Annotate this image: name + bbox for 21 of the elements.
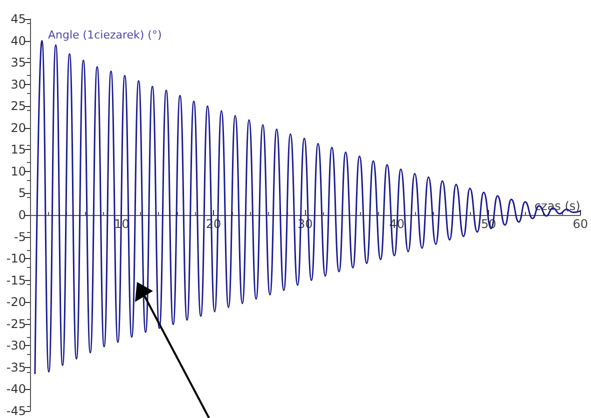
y-tick-label: -30 [6, 338, 26, 353]
y-tick-label: 30 [10, 77, 26, 92]
y-tick-label: -15 [6, 273, 26, 288]
y-tick-label: 10 [10, 164, 26, 178]
y-tick-label: -45 [6, 404, 26, 418]
y-tick-label: 15 [10, 142, 26, 157]
y-tick-label: 0 [18, 208, 26, 222]
y-tick-label: -10 [6, 252, 26, 266]
y-tick-label: 45 [10, 12, 26, 26]
y-axis-title: Angle (1ciezarek) (°) [48, 28, 162, 42]
x-tick-label: 60 [572, 217, 588, 231]
y-tick-label: -25 [6, 316, 26, 331]
y-tick-label: -5 [14, 230, 26, 244]
y-tick-label: 20 [10, 120, 26, 135]
y-tick-label: 40 [10, 34, 26, 48]
y-tick-label: 35 [10, 56, 26, 70]
y-tick-label: -40 [6, 382, 26, 396]
y-tick-label: -20 [6, 295, 26, 310]
y-tick-label: 25 [10, 99, 26, 114]
y-tick-label: 5 [18, 186, 26, 200]
y-tick-label: -35 [6, 360, 26, 374]
